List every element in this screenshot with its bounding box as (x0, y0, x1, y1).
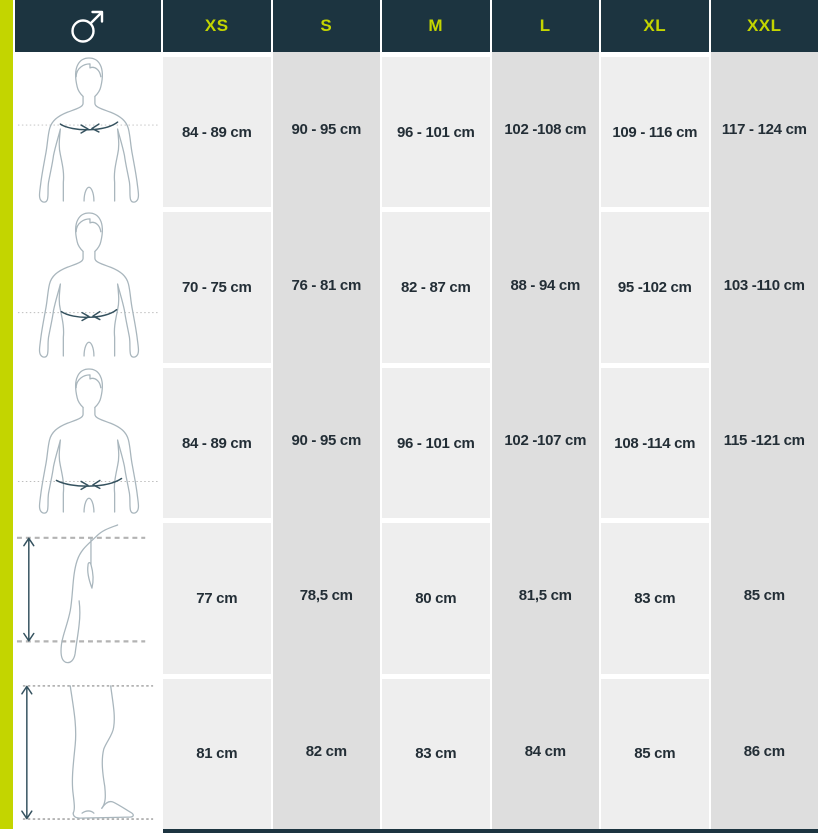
leg-length-value: 85 cm (601, 673, 709, 830)
size-column-xl: 109 - 116 cm 95 -102 cm 108 -114 cm 83 c… (601, 52, 709, 830)
waist-value: 95 -102 cm (601, 207, 709, 363)
waist-measure-diagram (15, 207, 161, 362)
inseam-value: 77 cm (163, 518, 271, 674)
chest-value: 109 - 116 cm (601, 52, 709, 208)
leg-length-measure-diagram (15, 674, 161, 829)
size-label: L (539, 16, 551, 35)
hip-value: 90 - 95 cm (291, 432, 362, 450)
inseam-measure-diagram (15, 518, 161, 673)
size-label: XXL (746, 16, 782, 35)
hip-value: 115 -121 cm (723, 432, 805, 450)
waist-value: 82 - 87 cm (382, 207, 490, 363)
hip-value: 96 - 101 cm (382, 362, 490, 519)
measurement-diagram-column (15, 52, 161, 829)
size-column-s: 90 - 95 cm 76 - 81 cm 90 - 95 cm 78,5 cm… (272, 52, 380, 829)
leg-length-value: 83 cm (382, 673, 490, 830)
size-header-l: L (491, 0, 599, 52)
size-label: S (320, 16, 333, 35)
size-table-body: 84 - 89 cm 70 - 75 cm 84 - 89 cm 77 cm 8… (15, 52, 818, 830)
leg-length-value: 81 cm (163, 673, 271, 830)
gender-header-cell (15, 0, 161, 52)
size-header-xxl: XXL (710, 0, 818, 52)
inseam-value: 81,5 cm (518, 587, 572, 605)
size-column-l: 102 -108 cm 88 - 94 cm 102 -107 cm 81,5 … (491, 52, 599, 829)
hip-value: 108 -114 cm (601, 362, 709, 519)
inseam-value: 78,5 cm (299, 587, 353, 605)
inseam-value: 85 cm (743, 587, 785, 605)
waist-value: 88 - 94 cm (510, 276, 581, 294)
leg-length-value: 82 cm (305, 742, 347, 760)
hip-value: 102 -107 cm (504, 432, 587, 450)
size-label: XS (204, 16, 229, 35)
size-header-m: M (382, 0, 490, 52)
chest-value: 90 - 95 cm (291, 121, 362, 139)
waist-value: 70 - 75 cm (163, 207, 271, 363)
chest-value: 117 - 124 cm (721, 121, 807, 139)
size-column-xs: 84 - 89 cm 70 - 75 cm 84 - 89 cm 77 cm 8… (163, 52, 271, 830)
chest-value: 96 - 101 cm (382, 52, 490, 208)
hip-measure-diagram (15, 363, 161, 518)
waist-value: 76 - 81 cm (291, 276, 362, 294)
chest-value: 84 - 89 cm (163, 52, 271, 208)
inseam-value: 80 cm (382, 518, 490, 674)
chest-measure-diagram (15, 52, 161, 207)
leg-length-value: 84 cm (524, 742, 566, 760)
size-header-xs: XS (163, 0, 271, 52)
size-column-m: 96 - 101 cm 82 - 87 cm 96 - 101 cm 80 cm… (382, 52, 490, 830)
table-bottom-border (163, 829, 818, 833)
waist-value: 103 -110 cm (723, 276, 805, 294)
chest-value: 102 -108 cm (504, 121, 587, 139)
size-label: XL (643, 16, 667, 35)
accent-bar (0, 0, 13, 829)
size-header-xl: XL (601, 0, 709, 52)
size-column-xxl: 117 - 124 cm 103 -110 cm 115 -121 cm 85 … (710, 52, 818, 829)
inseam-value: 83 cm (601, 518, 709, 674)
male-gender-icon (66, 4, 110, 48)
size-table: XS S M L XL XXL (15, 0, 818, 830)
size-label: M (428, 16, 444, 35)
hip-value: 84 - 89 cm (163, 362, 271, 519)
leg-length-value: 86 cm (743, 742, 785, 760)
size-header-s: S (272, 0, 380, 52)
size-header-row: XS S M L XL XXL (15, 0, 818, 52)
